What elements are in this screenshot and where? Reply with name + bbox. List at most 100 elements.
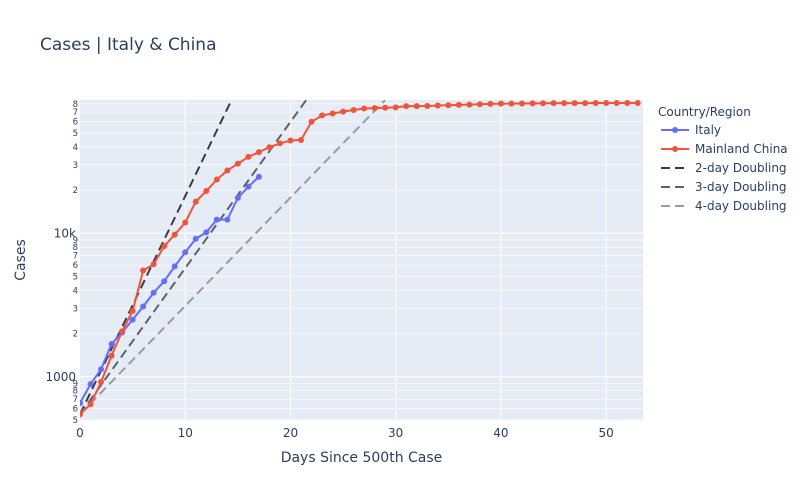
- data-point-mainland-china: [297, 136, 304, 143]
- x-tick-label: 40: [493, 426, 508, 440]
- data-point-mainland-china: [276, 140, 283, 147]
- y-minor-tick-label: 8: [73, 243, 78, 253]
- series-markers: [80, 100, 641, 418]
- y-minor-tick-label: 3: [73, 304, 78, 314]
- legend-item-italy[interactable]: Italy: [661, 123, 721, 137]
- data-point-mainland-china: [466, 101, 473, 108]
- legend-label: 2-day Doubling: [695, 161, 787, 175]
- legend-label: Italy: [695, 123, 721, 137]
- data-point-mainland-china: [80, 411, 83, 418]
- x-tick-labels: 0 10 20 30 40 50: [76, 426, 614, 440]
- legend-item-4-day-doubling[interactable]: 4-day Doubling: [661, 199, 787, 213]
- data-point-italy: [108, 340, 115, 347]
- data-point-mainland-china: [487, 100, 494, 107]
- data-point-italy: [161, 278, 168, 285]
- data-point-mainland-china: [150, 261, 157, 268]
- data-point-mainland-china: [518, 100, 525, 107]
- y-major-tick-label: 1000: [45, 370, 76, 384]
- data-point-italy: [140, 303, 147, 310]
- y-minor-tick-label: 6: [73, 118, 78, 128]
- data-point-mainland-china: [603, 100, 610, 107]
- y-minor-tick-label: 5: [73, 273, 78, 283]
- data-point-mainland-china: [266, 144, 273, 151]
- data-point-mainland-china: [182, 219, 189, 226]
- data-point-mainland-china: [340, 108, 347, 115]
- legend-label: Mainland China: [695, 142, 788, 156]
- data-point-italy: [98, 366, 105, 373]
- x-tick-label: 20: [283, 426, 298, 440]
- data-point-mainland-china: [319, 112, 326, 119]
- data-point-mainland-china: [361, 105, 368, 112]
- data-point-italy: [245, 183, 252, 190]
- data-point-mainland-china: [140, 267, 147, 274]
- data-point-mainland-china: [476, 101, 483, 108]
- data-point-mainland-china: [234, 160, 241, 167]
- data-point-mainland-china: [508, 100, 515, 107]
- y-minor-tick-label: 6: [73, 261, 78, 271]
- data-point-mainland-china: [87, 401, 94, 408]
- data-point-mainland-china: [98, 379, 105, 386]
- data-point-mainland-china: [424, 102, 431, 109]
- data-point-italy: [203, 229, 210, 236]
- y-minor-tick-label: 9: [73, 236, 78, 246]
- data-point-italy: [171, 263, 178, 270]
- x-tick-label: 10: [178, 426, 193, 440]
- data-point-italy: [255, 173, 262, 180]
- x-axis-title: Days Since 500th Case: [281, 450, 443, 466]
- data-point-mainland-china: [371, 105, 378, 112]
- legend-item-2-day-doubling[interactable]: 2-day Doubling: [661, 161, 787, 175]
- legend-marker: [672, 127, 678, 133]
- y-minor-tick-label: 5: [73, 129, 78, 139]
- y-minor-tick-label: 3: [73, 161, 78, 171]
- chart-title: Cases | Italy & China: [40, 35, 217, 55]
- data-point-mainland-china: [382, 104, 389, 111]
- data-point-italy: [182, 249, 189, 256]
- series-line-4-day-doubling: [80, 100, 386, 415]
- data-point-mainland-china: [550, 100, 557, 107]
- data-point-mainland-china: [529, 100, 536, 107]
- y-axis-title: Cases: [13, 239, 29, 281]
- series-line-italy: [80, 176, 260, 404]
- series-line-3-day-doubling: [80, 100, 308, 415]
- data-point-mainland-china: [108, 352, 115, 359]
- data-point-mainland-china: [434, 102, 441, 109]
- legend-item-3-day-doubling[interactable]: 3-day Doubling: [661, 180, 787, 194]
- data-point-italy: [192, 235, 199, 242]
- data-point-italy: [150, 289, 157, 296]
- data-point-mainland-china: [392, 104, 399, 111]
- y-minor-tick-label: 8: [73, 100, 78, 110]
- y-minor-tick-label: 2: [73, 186, 78, 196]
- legend: Country/Region Italy Mainland China 2-day …: [658, 105, 788, 213]
- data-point-italy: [234, 194, 241, 201]
- data-point-italy: [213, 216, 220, 223]
- data-point-mainland-china: [497, 100, 504, 107]
- y-minor-tick-label: 7: [73, 252, 78, 262]
- data-point-mainland-china: [213, 176, 220, 183]
- y-minor-tick-label: 8: [73, 387, 78, 397]
- data-point-mainland-china: [571, 100, 578, 107]
- y-minor-tick-label: 6: [73, 405, 78, 415]
- data-point-mainland-china: [540, 100, 547, 107]
- y-minor-tick-label: 7: [73, 108, 78, 118]
- data-point-mainland-china: [203, 188, 210, 195]
- legend-marker: [672, 146, 678, 152]
- legend-label: 3-day Doubling: [695, 180, 787, 194]
- data-point-mainland-china: [308, 118, 315, 125]
- legend-label: 4-day Doubling: [695, 199, 787, 213]
- data-point-mainland-china: [119, 328, 126, 335]
- data-point-mainland-china: [350, 106, 357, 113]
- data-point-mainland-china: [613, 100, 620, 107]
- y-minor-tick-label: 9: [73, 379, 78, 389]
- data-point-mainland-china: [245, 153, 252, 160]
- legend-item-mainland-china[interactable]: Mainland China: [661, 142, 788, 156]
- data-point-mainland-china: [592, 100, 599, 107]
- data-point-mainland-china: [413, 103, 420, 110]
- y-minor-tick-label: 4: [73, 286, 78, 296]
- legend-title: Country/Region: [658, 105, 751, 119]
- y-major-tick-label: 10k: [54, 226, 76, 240]
- data-point-italy: [129, 316, 136, 323]
- y-minor-tick-label: 2: [73, 330, 78, 340]
- data-point-italy: [87, 381, 94, 388]
